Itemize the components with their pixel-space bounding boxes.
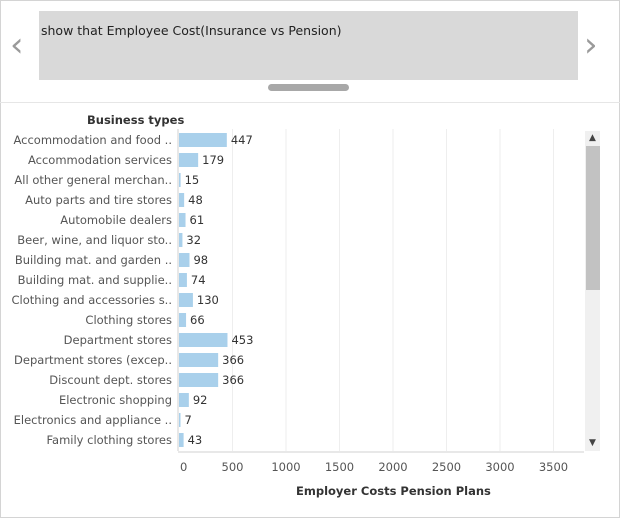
bar-value-label: 92: [193, 393, 208, 407]
bar-value-label: 179: [202, 153, 224, 167]
caption-horizontal-scrollbar[interactable]: [268, 84, 349, 91]
category-label: Electronics and appliance ..: [14, 413, 172, 427]
bar: [179, 393, 189, 407]
row-header: Business types: [87, 113, 185, 127]
category-label: All other general merchan..: [14, 173, 172, 187]
bar-value-label: 447: [231, 133, 253, 147]
bar: [179, 133, 227, 147]
bar: [179, 153, 199, 167]
story-caption-box[interactable]: show that Employee Cost(Insurance vs Pen…: [39, 11, 578, 80]
bar: [179, 273, 187, 287]
bar-value-label: 43: [188, 433, 203, 447]
bar: [179, 433, 184, 447]
category-label: Automobile dealers: [60, 213, 172, 227]
category-label: Electronic shopping: [59, 393, 172, 407]
x-tick-label: 3000: [485, 460, 514, 474]
chevron-right-icon[interactable]: ›: [584, 25, 598, 65]
story-caption-text: show that Employee Cost(Insurance vs Pen…: [41, 23, 342, 38]
scroll-down-icon[interactable]: ▼: [589, 438, 596, 448]
chevron-left-icon[interactable]: ‹: [10, 25, 24, 65]
bar-value-label: 453: [231, 333, 253, 347]
category-label: Auto parts and tire stores: [25, 193, 172, 207]
x-axis-title: Employer Costs Pension Plans: [296, 484, 491, 498]
bar-value-label: 366: [222, 373, 244, 387]
x-tick-label: 2500: [432, 460, 461, 474]
category-label: Building mat. and supplie..: [18, 273, 172, 287]
bar-value-label: 366: [222, 353, 244, 367]
bar-value-label: 32: [186, 233, 201, 247]
x-tick-label: 1000: [271, 460, 300, 474]
category-label: Department stores (excep..: [14, 353, 172, 367]
bar: [179, 173, 181, 187]
bar: [179, 233, 183, 247]
bar: [179, 333, 228, 347]
x-tick-label: 3500: [539, 460, 568, 474]
bar-value-label: 15: [185, 173, 200, 187]
bar-value-label: 66: [190, 313, 205, 327]
bar-value-label: 48: [188, 193, 203, 207]
x-tick-label: 1500: [325, 460, 354, 474]
scroll-up-icon[interactable]: ▲: [589, 133, 596, 143]
category-label: Clothing stores: [85, 313, 172, 327]
bar: [179, 353, 219, 367]
bar: [179, 373, 219, 387]
x-tick-label: 500: [222, 460, 244, 474]
bar: [179, 213, 186, 227]
x-tick-label: 0: [180, 460, 187, 474]
bar-value-label: 130: [197, 293, 219, 307]
bar-value-label: 61: [190, 213, 205, 227]
x-tick-label: 2000: [378, 460, 407, 474]
category-label: Discount dept. stores: [49, 373, 172, 387]
divider: [0, 102, 620, 103]
bar-value-label: 74: [191, 273, 206, 287]
bar-value-label: 98: [193, 253, 208, 267]
category-label: Accommodation services: [28, 153, 172, 167]
bar: [179, 253, 190, 267]
vertical-scrollbar-thumb[interactable]: [586, 146, 600, 290]
bar-value-label: 7: [185, 413, 192, 427]
bar: [179, 313, 187, 327]
bar: [179, 413, 181, 427]
bar: [179, 293, 193, 307]
category-label: Accommodation and food ..: [14, 133, 173, 147]
bar: [179, 193, 185, 207]
category-label: Building mat. and garden ..: [15, 253, 172, 267]
category-label: Department stores: [64, 333, 172, 347]
category-label: Beer, wine, and liquor sto..: [17, 233, 172, 247]
category-label: Family clothing stores: [46, 433, 172, 447]
category-label: Clothing and accessories s..: [11, 293, 172, 307]
